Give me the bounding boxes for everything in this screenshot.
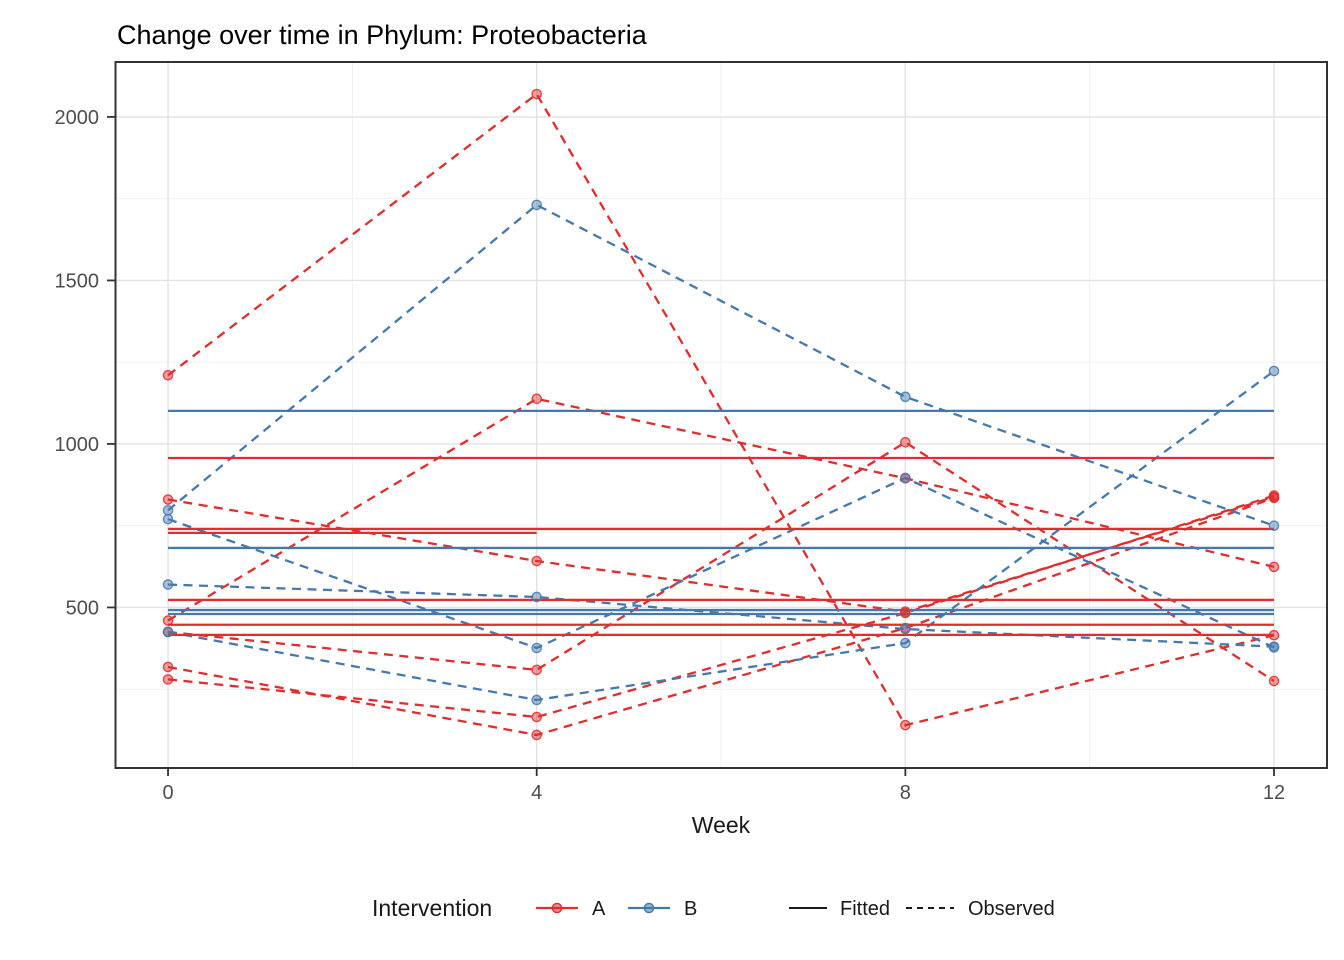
point-a xyxy=(531,664,542,676)
observed-line-b xyxy=(167,583,1275,648)
y-tick-label: 2000 xyxy=(55,107,100,129)
legend-title: Intervention xyxy=(372,895,492,921)
point-b xyxy=(900,472,911,484)
observed-line-b xyxy=(167,370,1275,702)
point-b xyxy=(1268,520,1280,531)
legend-key-fitted: Fitted xyxy=(789,898,890,920)
point-a xyxy=(531,88,542,100)
point-a xyxy=(1268,675,1280,687)
point-a xyxy=(1268,490,1280,501)
legend-label-fitted: Fitted xyxy=(840,898,890,920)
point-b xyxy=(162,513,174,525)
chart-title: Change over time in Phylum: Proteobacter… xyxy=(117,20,648,50)
legend-label-a: A xyxy=(592,898,606,920)
legend-label-b: B xyxy=(684,898,697,920)
y-tick-label: 1000 xyxy=(55,434,100,456)
legend-label-observed: Observed xyxy=(968,898,1055,920)
point-b xyxy=(162,626,174,638)
point-a xyxy=(162,661,174,673)
axis-tick-labels: 0 4 8 12 500 1000 1500 2000 xyxy=(55,107,1286,804)
legend-point-a-icon xyxy=(551,902,563,914)
point-b xyxy=(900,623,911,635)
point-b xyxy=(1268,365,1280,377)
point-b xyxy=(1268,641,1280,652)
observed-line-a xyxy=(167,494,1275,719)
observed-line-a xyxy=(167,92,1275,727)
point-b xyxy=(162,579,174,590)
point-b xyxy=(162,505,174,516)
y-tick-label: 1500 xyxy=(55,270,100,292)
point-a xyxy=(900,607,911,619)
observed-line-b xyxy=(167,203,1275,527)
x-tick-label: 4 xyxy=(531,782,542,804)
x-tick-label: 0 xyxy=(162,782,173,804)
legend-key-observed: Observed xyxy=(906,898,1055,920)
panel-border-rect xyxy=(114,61,1328,769)
legend: Intervention A B Fitted Observed xyxy=(372,895,1055,921)
point-a xyxy=(531,555,542,567)
point-a xyxy=(1268,561,1280,573)
point-a xyxy=(531,711,542,723)
observed-line-b xyxy=(167,476,1275,650)
point-b xyxy=(900,391,911,403)
legend-key-group-a: A xyxy=(536,898,606,920)
point-a xyxy=(1268,629,1280,641)
point-a xyxy=(531,729,542,741)
point-a xyxy=(162,369,174,381)
observed-line-a xyxy=(167,397,1275,622)
point-a xyxy=(900,437,911,448)
point-a xyxy=(162,615,174,626)
panel-border xyxy=(114,61,1328,769)
point-b xyxy=(531,199,542,211)
point-b xyxy=(531,694,542,706)
y-tick-label: 500 xyxy=(66,597,99,619)
x-tick-label: 12 xyxy=(1263,782,1285,804)
point-b xyxy=(900,637,911,649)
point-b xyxy=(531,642,542,654)
gridlines-minor xyxy=(115,62,1327,768)
axis-ticks xyxy=(107,116,1275,776)
point-a xyxy=(531,393,542,405)
fitted-solid-lines xyxy=(168,409,1275,637)
x-tick-label: 8 xyxy=(900,782,911,804)
gridlines-major xyxy=(115,62,1327,768)
point-a xyxy=(900,719,911,731)
data-points xyxy=(162,88,1280,741)
point-a xyxy=(162,494,174,505)
observed-dashed-lines xyxy=(167,92,1275,737)
x-axis-title: Week xyxy=(692,812,751,838)
point-a xyxy=(162,674,174,685)
point-b xyxy=(531,591,542,603)
legend-key-group-b: B xyxy=(628,898,697,920)
legend-point-b-icon xyxy=(643,902,655,914)
